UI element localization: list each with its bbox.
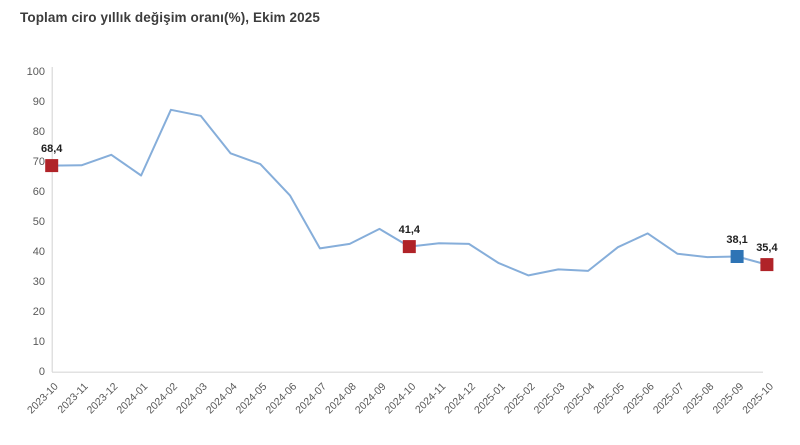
y-axis-tick-label: 60 (33, 186, 45, 198)
highlight-label-2025-10: 35,4 (756, 242, 778, 254)
x-axis-tick-label: 2025-02 (502, 381, 538, 417)
x-axis-tick-label: 2023-11 (55, 381, 90, 416)
y-axis-tick-label: 10 (33, 336, 45, 348)
y-axis-tick-label: 20 (33, 306, 45, 318)
x-axis-tick-label: 2025-09 (710, 381, 746, 417)
highlight-label-2023-10: 68,4 (41, 143, 63, 155)
y-axis-tick-label: 50 (33, 216, 45, 228)
x-axis-tick-label: 2024-10 (383, 381, 419, 417)
y-axis-tick-label: 90 (33, 96, 45, 108)
highlight-marker-2025-10 (760, 258, 774, 272)
y-axis-tick-label: 70 (33, 156, 45, 168)
x-axis-tick-label: 2024-09 (353, 381, 389, 417)
x-axis-tick-label: 2025-10 (740, 381, 776, 417)
x-axis-tick-label: 2025-05 (591, 381, 627, 417)
x-axis-tick-label: 2025-03 (532, 381, 568, 417)
highlight-label-2024-10: 41,4 (399, 224, 421, 236)
x-axis-tick-label: 2024-06 (263, 381, 299, 417)
y-axis-tick-label: 80 (33, 126, 45, 138)
x-axis-tick-label: 2023-10 (25, 381, 61, 417)
x-axis-tick-label: 2023-12 (85, 381, 121, 417)
highlight-label-2025-09: 38,1 (726, 234, 747, 246)
x-axis-tick-label: 2024-01 (114, 381, 150, 417)
x-axis-tick-label: 2024-11 (413, 381, 448, 416)
y-axis-tick-label: 40 (33, 246, 45, 258)
chart-series-layer: 68,4 41,4 38,1 35,4 (41, 108, 778, 277)
y-axis-tick-label: 30 (33, 276, 45, 288)
x-axis-tick-label: 2025-01 (472, 381, 508, 417)
x-axis-tick-label: 2025-06 (621, 381, 657, 417)
highlight-marker-2025-09 (730, 250, 744, 263)
highlight-marker-2024-10 (402, 240, 416, 254)
x-axis-tick-label: 2025-08 (681, 381, 717, 417)
x-axis-tick-label: 2024-04 (204, 381, 240, 417)
x-axis-tick-label: 2025-04 (561, 381, 597, 417)
x-axis-tick-label: 2024-07 (293, 381, 329, 417)
x-axis-tick-label: 2024-05 (234, 381, 270, 417)
x-axis-tick-label: 2024-02 (144, 381, 180, 417)
chart-title: Toplam ciro yıllık değişim oranı(%), Eki… (20, 10, 320, 25)
y-axis-tick-label: 100 (27, 66, 45, 78)
x-axis-tick-label: 2024-08 (323, 381, 359, 417)
y-axis-tick-label: 0 (39, 366, 45, 378)
x-axis-tick-label: 2024-03 (174, 381, 210, 417)
highlight-marker-2023-10 (45, 159, 59, 173)
x-axis-tick-label: 2025-07 (651, 381, 687, 417)
x-axis-tick-label: 2024-12 (442, 381, 478, 417)
